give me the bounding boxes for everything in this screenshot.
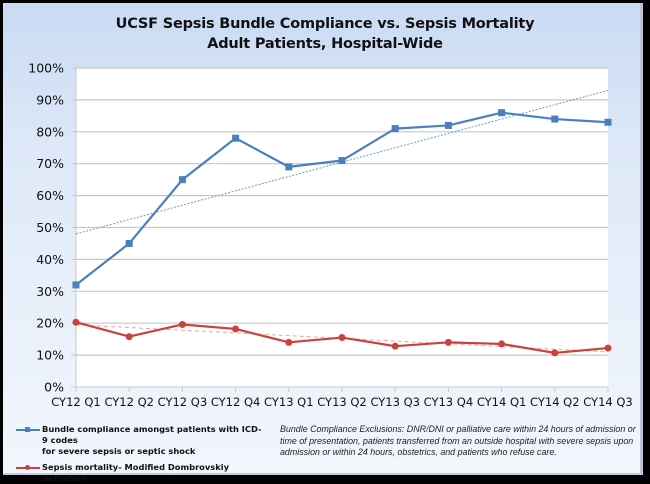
exclusions-note: Bundle Compliance Exclusions: DNR/DNI or… [280,424,636,457]
data-point-compliance [232,134,240,142]
x-tick-label: CY14 Q3 [583,395,633,409]
data-point-mortality [232,325,240,333]
chart-title: UCSF Sepsis Bundle Compliance vs. Sepsis… [0,14,650,54]
x-axis-ticks: CY12 Q1 CY12 Q2 CY12 Q3 CY12 Q4 CY13 Q1 CY13 … [51,387,633,409]
data-point-compliance [498,109,506,117]
legend-item-compliance: Bundle compliance amongst patients with … [16,424,266,457]
data-point-mortality [498,340,506,348]
square-marker-icon [25,427,30,432]
y-tick-label: 90% [36,92,64,107]
data-point-compliance [178,176,186,184]
y-tick-label: 10% [36,348,64,363]
data-point-compliance [391,125,399,133]
data-point-compliance [125,239,133,247]
data-point-mortality [285,338,293,346]
y-tick-label: 50% [36,220,64,235]
y-tick-label: 30% [36,284,64,299]
circle-marker-icon [25,465,30,470]
series-group [72,109,612,357]
y-tick-label: 40% [36,252,64,267]
legend: Bundle compliance amongst patients with … [16,424,266,484]
y-tick-label: 0% [44,380,64,395]
data-point-mortality [444,338,452,346]
legend-item-mortality: Sepsis mortality- Modified Dombrovskiy d… [16,462,266,484]
x-tick-label: CY14 Q1 [477,395,527,409]
data-point-compliance [604,118,612,126]
data-point-compliance [72,281,80,289]
y-tick-label: 100% [28,61,64,76]
title-line-1: UCSF Sepsis Bundle Compliance vs. Sepsis… [115,16,535,32]
x-tick-label: CY12 Q4 [211,395,261,409]
y-tick-label: 20% [36,316,64,331]
data-point-compliance [551,115,559,123]
x-tick-label: CY13 Q1 [264,395,314,409]
data-point-mortality [604,344,612,352]
x-tick-label: CY14 Q2 [530,395,580,409]
x-tick-label: CY12 Q2 [104,395,154,409]
data-point-mortality [72,318,80,326]
data-point-compliance [338,157,346,165]
y-tick-label: 60% [36,188,64,203]
x-tick-label: CY13 Q3 [370,395,420,409]
legend-label-1b: for severe sepsis or septic shock [42,446,196,456]
data-point-mortality [551,349,559,357]
y-tick-label: 80% [36,124,64,139]
x-tick-label: CY12 Q3 [158,395,208,409]
x-tick-label: CY13 Q2 [317,395,367,409]
x-tick-label: CY13 Q4 [424,395,474,409]
legend-label-1a: Bundle compliance amongst patients with … [42,424,262,445]
data-point-mortality [338,334,346,342]
data-point-mortality [178,320,186,328]
data-point-mortality [391,342,399,350]
y-tick-label: 70% [36,156,64,171]
x-tick-label: CY12 Q1 [51,395,101,409]
title-line-2: Adult Patients, Hospital-Wide [207,36,443,52]
y-axis-ticks: 0% 10% 20% 30% 40% 50% 60% 70% 80% 90% 100% [28,61,76,395]
data-point-compliance [285,163,293,171]
data-point-compliance [444,121,452,129]
legend-label-2: Sepsis mortality- Modified Dombrovskiy d… [42,462,229,483]
data-point-mortality [125,333,133,341]
